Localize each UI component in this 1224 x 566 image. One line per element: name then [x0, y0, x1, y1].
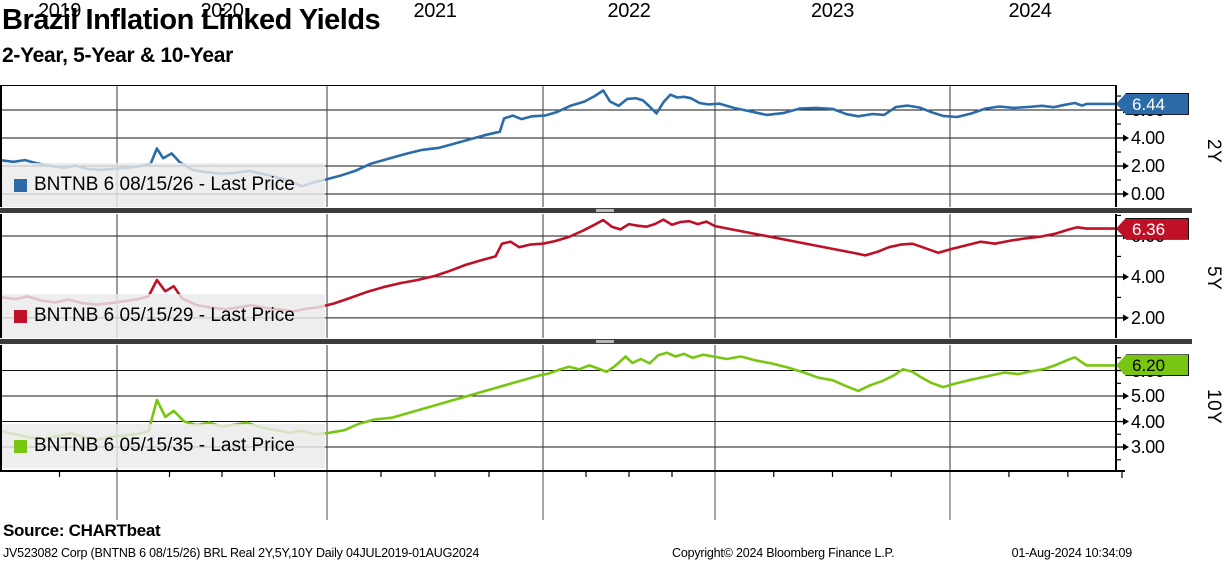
- legend-swatch-10y-icon: [14, 439, 27, 453]
- y-tick-arrow-icon: [1123, 418, 1129, 426]
- panel-axis-label-10y: 10Y: [1203, 389, 1224, 425]
- plot-top-border: [0, 85, 1117, 86]
- panel-separator-1[interactable]: [0, 207, 1192, 214]
- footer-ticker-info: JV523082 Corp (BNTNB 6 08/15/26) BRL Rea…: [3, 546, 480, 560]
- separator-drag-handle-icon[interactable]: [596, 209, 614, 212]
- x-year-label: 2024: [1008, 0, 1052, 22]
- footer-timestamp: 01-Aug-2024 10:34:09: [1011, 546, 1133, 560]
- page-subtitle: 2-Year, 5-Year & 10-Year: [2, 44, 233, 67]
- last-price-badge-10y[interactable]: 6.20: [1116, 354, 1189, 377]
- y-tick-label: 2.00: [1131, 307, 1165, 328]
- y-tick-label: 4.00: [1131, 128, 1165, 149]
- x-year-label: 2023: [811, 0, 854, 22]
- panel-axis-label-2y: 2Y: [1203, 138, 1224, 164]
- last-price-10y: 6.20: [1132, 356, 1166, 376]
- legend-2y[interactable]: BNTNB 6 08/15/26 - Last Price: [2, 163, 325, 207]
- source-note: Source: CHARTbeat: [3, 521, 161, 540]
- x-year-label: 2021: [413, 0, 457, 22]
- footer-copyright: Copyright© 2024 Bloomberg Finance L.P.: [672, 546, 895, 560]
- x-year-label: 2022: [607, 0, 651, 22]
- x-year-label: 2020: [200, 0, 244, 22]
- legend-10y[interactable]: BNTNB 6 05/15/35 - Last Price: [2, 424, 325, 468]
- y-tick-label: 0.00: [1131, 183, 1165, 204]
- y-tick-arrow-icon: [1123, 392, 1129, 400]
- x-year-label: 2019: [38, 0, 81, 22]
- y-tick-arrow-icon: [1123, 162, 1129, 170]
- legend-swatch-5y-icon: [14, 309, 27, 323]
- legend-label-5y: BNTNB 6 05/15/29 - Last Price: [34, 305, 295, 326]
- y-tick-label: 4.00: [1131, 266, 1165, 287]
- last-price-2y: 6.44: [1132, 94, 1166, 114]
- y-tick-label: 4.00: [1131, 411, 1165, 432]
- legend-label-2y: BNTNB 6 08/15/26 - Last Price: [34, 174, 295, 195]
- x-axis-line: [0, 470, 1125, 472]
- last-price-badge-5y[interactable]: 6.36: [1116, 217, 1189, 240]
- y-tick-label: 5.00: [1131, 386, 1165, 407]
- legend-label-10y: BNTNB 6 05/15/35 - Last Price: [34, 435, 295, 456]
- y-tick-arrow-icon: [1123, 190, 1129, 198]
- separator-drag-handle-icon[interactable]: [596, 340, 614, 343]
- y-tick-arrow-icon: [1123, 273, 1129, 281]
- legend-swatch-2y-icon: [14, 178, 27, 192]
- y-tick-arrow-icon: [1123, 443, 1129, 451]
- panel-axis-label-5y: 5Y: [1203, 265, 1224, 291]
- y-tick-arrow-icon: [1123, 314, 1129, 322]
- y-tick-arrow-icon: [1123, 134, 1129, 142]
- y-tick-label: 2.00: [1131, 156, 1165, 176]
- plot-right-spine: [1115, 85, 1117, 470]
- last-price-5y: 6.36: [1132, 219, 1166, 239]
- plot-left-spine: [0, 85, 2, 470]
- panel-separator-2[interactable]: [0, 338, 1192, 345]
- page-title: Brazil Inflation Linked Yields: [2, 4, 381, 36]
- y-tick-label: 3.00: [1131, 437, 1165, 458]
- legend-5y[interactable]: BNTNB 6 05/15/29 - Last Price: [2, 294, 325, 338]
- last-price-badge-2y[interactable]: 6.44: [1116, 92, 1189, 115]
